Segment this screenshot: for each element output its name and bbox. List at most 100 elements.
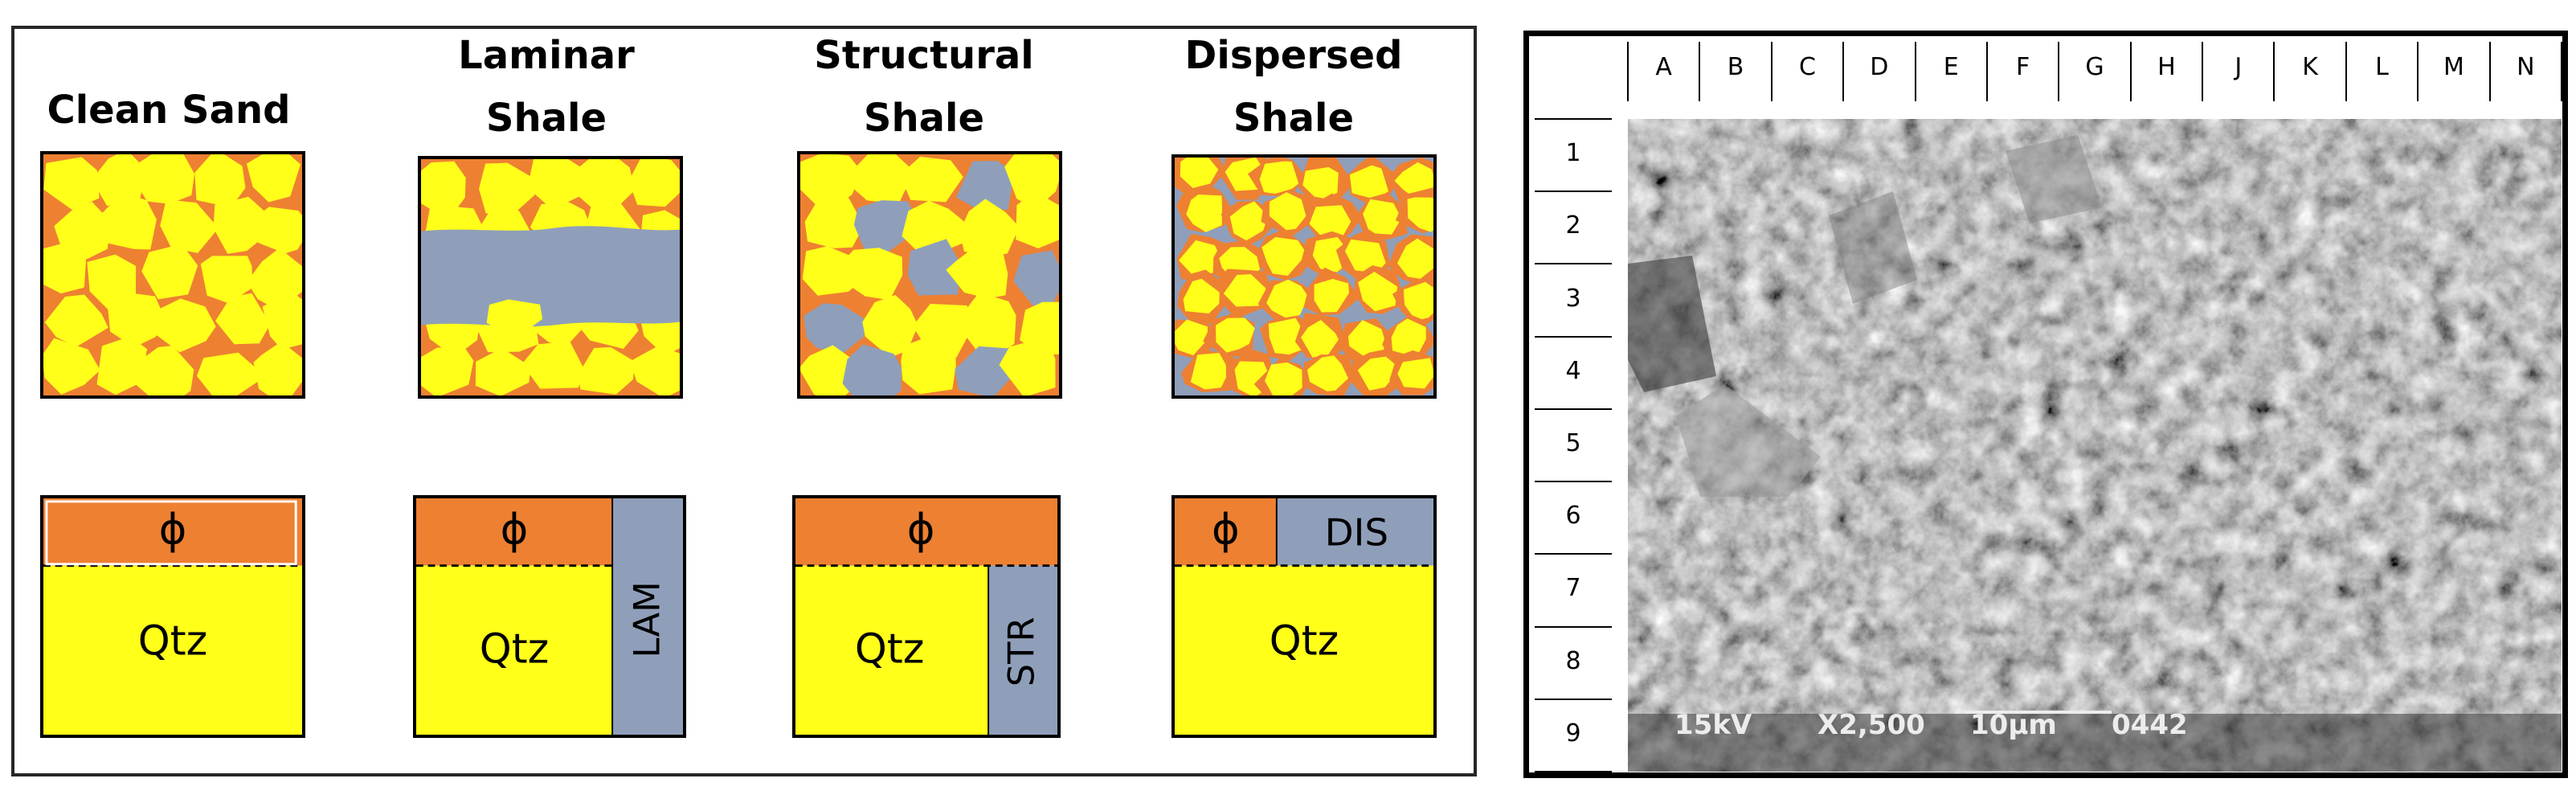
- sand-grain: [92, 154, 147, 207]
- sand-grain: [999, 337, 1056, 395]
- clean-sand-grains: [43, 154, 302, 395]
- structural-shale-block: [988, 565, 1057, 735]
- sand-grain: [1216, 318, 1255, 353]
- laminar-shale-label: LAM: [626, 581, 669, 658]
- sand-grain: [630, 345, 680, 395]
- row-divider: [1535, 698, 1612, 700]
- shale-grain: [853, 200, 919, 255]
- sand-grain: [1306, 355, 1349, 391]
- sand-grain: [578, 346, 636, 395]
- quartz-label: Qtz: [855, 625, 924, 672]
- row-label-9: 9: [1565, 719, 1581, 748]
- crystal-facet: [1676, 384, 1821, 497]
- sand-grain: [862, 295, 918, 358]
- sand-grain: [1265, 362, 1302, 395]
- column-label-h: H: [2157, 53, 2176, 81]
- sand-grain: [570, 159, 635, 208]
- dispersed-shale-label: DIS: [1325, 511, 1389, 555]
- sand-grain: [1259, 161, 1299, 195]
- row-divider: [1535, 191, 1612, 193]
- sand-grain: [1394, 162, 1433, 199]
- sand-grain: [475, 347, 531, 395]
- sand-grain: [200, 256, 253, 304]
- row-divider: [1535, 335, 1612, 338]
- crystal-facet: [1829, 191, 1917, 304]
- column-divider: [1770, 42, 1773, 101]
- shale-grain: [1013, 250, 1059, 306]
- sem-scale-bar-label: 10µm: [1970, 709, 2057, 741]
- sand-grain: [946, 248, 1008, 299]
- row-label-5: 5: [1565, 429, 1581, 457]
- sand-grain: [848, 154, 916, 204]
- column-label-g: G: [2085, 53, 2104, 81]
- shale-lamina: [421, 226, 680, 327]
- dispersed-shale-block: [1276, 498, 1433, 566]
- sand-grain: [1349, 165, 1389, 199]
- scale-bar-strip: [1628, 714, 2562, 772]
- column-label-d: D: [1870, 53, 1889, 81]
- sand-grain: [1397, 358, 1433, 389]
- sand-grain: [1223, 274, 1266, 307]
- sand-grain: [1347, 320, 1386, 360]
- column-label-c: C: [1798, 53, 1816, 81]
- clean-sand-volume-model: ϕ Qtz: [40, 495, 305, 738]
- sand-grain: [958, 292, 1016, 355]
- model-title-clean-sand: Clean Sand: [47, 88, 291, 133]
- row-divider: [1535, 263, 1612, 265]
- pore-highlight: [45, 500, 297, 566]
- sand-grain: [250, 207, 302, 254]
- sand-grain: [1302, 166, 1339, 199]
- crystal-facet: [2006, 135, 2102, 223]
- sand-grain: [253, 341, 302, 395]
- structural-shale-grain-diagram: [797, 151, 1062, 399]
- row-label-6: 6: [1565, 502, 1581, 531]
- sand-grain: [1020, 301, 1059, 355]
- sand-grain: [196, 352, 260, 395]
- row-divider: [1535, 481, 1612, 483]
- column-divider: [2561, 42, 2562, 101]
- row-divider: [1535, 553, 1612, 555]
- row-divider: [1535, 625, 1612, 628]
- clean-sand-grain-diagram: [40, 151, 305, 399]
- sand-grain: [160, 199, 219, 253]
- column-divider: [1842, 42, 1845, 101]
- row-label-1: 1: [1565, 139, 1581, 168]
- sand-grain: [842, 248, 903, 301]
- laminar-shale-grain-diagram: [418, 156, 683, 399]
- row-divider: [1535, 118, 1612, 120]
- sand-grain: [1363, 199, 1402, 235]
- sand-grain: [1391, 318, 1426, 355]
- dispersed-shale-grains: [1175, 158, 1433, 395]
- sand-grain: [43, 157, 100, 210]
- column-label-l: L: [2375, 53, 2389, 81]
- sand-grain: [421, 161, 466, 218]
- sand-grain: [1261, 237, 1305, 277]
- column-divider: [2345, 42, 2347, 101]
- sand-grain: [141, 244, 198, 300]
- column-divider: [2129, 42, 2132, 101]
- column-label-e: E: [1943, 53, 1959, 81]
- sand-grain: [1309, 205, 1351, 237]
- sand-grain: [1229, 201, 1269, 241]
- sand-grain: [1186, 195, 1223, 232]
- sand-grain: [133, 346, 194, 395]
- porosity-symbol: ϕ: [501, 506, 529, 555]
- sand-grain: [1407, 197, 1433, 232]
- sand-grain: [1314, 279, 1350, 313]
- porosity-symbol: ϕ: [159, 506, 187, 555]
- row-label-2: 2: [1565, 211, 1581, 240]
- sand-grain: [96, 193, 157, 250]
- column-label-n: N: [2517, 53, 2535, 81]
- column-label-m: M: [2443, 53, 2464, 81]
- row-label-7: 7: [1565, 574, 1581, 603]
- column-divider: [2417, 42, 2419, 101]
- sand-grain: [527, 159, 587, 210]
- sem-micrograph: [1628, 119, 2562, 772]
- shale-grain: [955, 346, 1016, 395]
- row-label-8: 8: [1565, 646, 1581, 675]
- sand-grain: [1358, 272, 1398, 312]
- sand-grain: [1344, 239, 1386, 273]
- laminar-shale-grains: [421, 159, 680, 395]
- sand-grain: [1190, 353, 1229, 390]
- column-label-k: K: [2302, 53, 2318, 81]
